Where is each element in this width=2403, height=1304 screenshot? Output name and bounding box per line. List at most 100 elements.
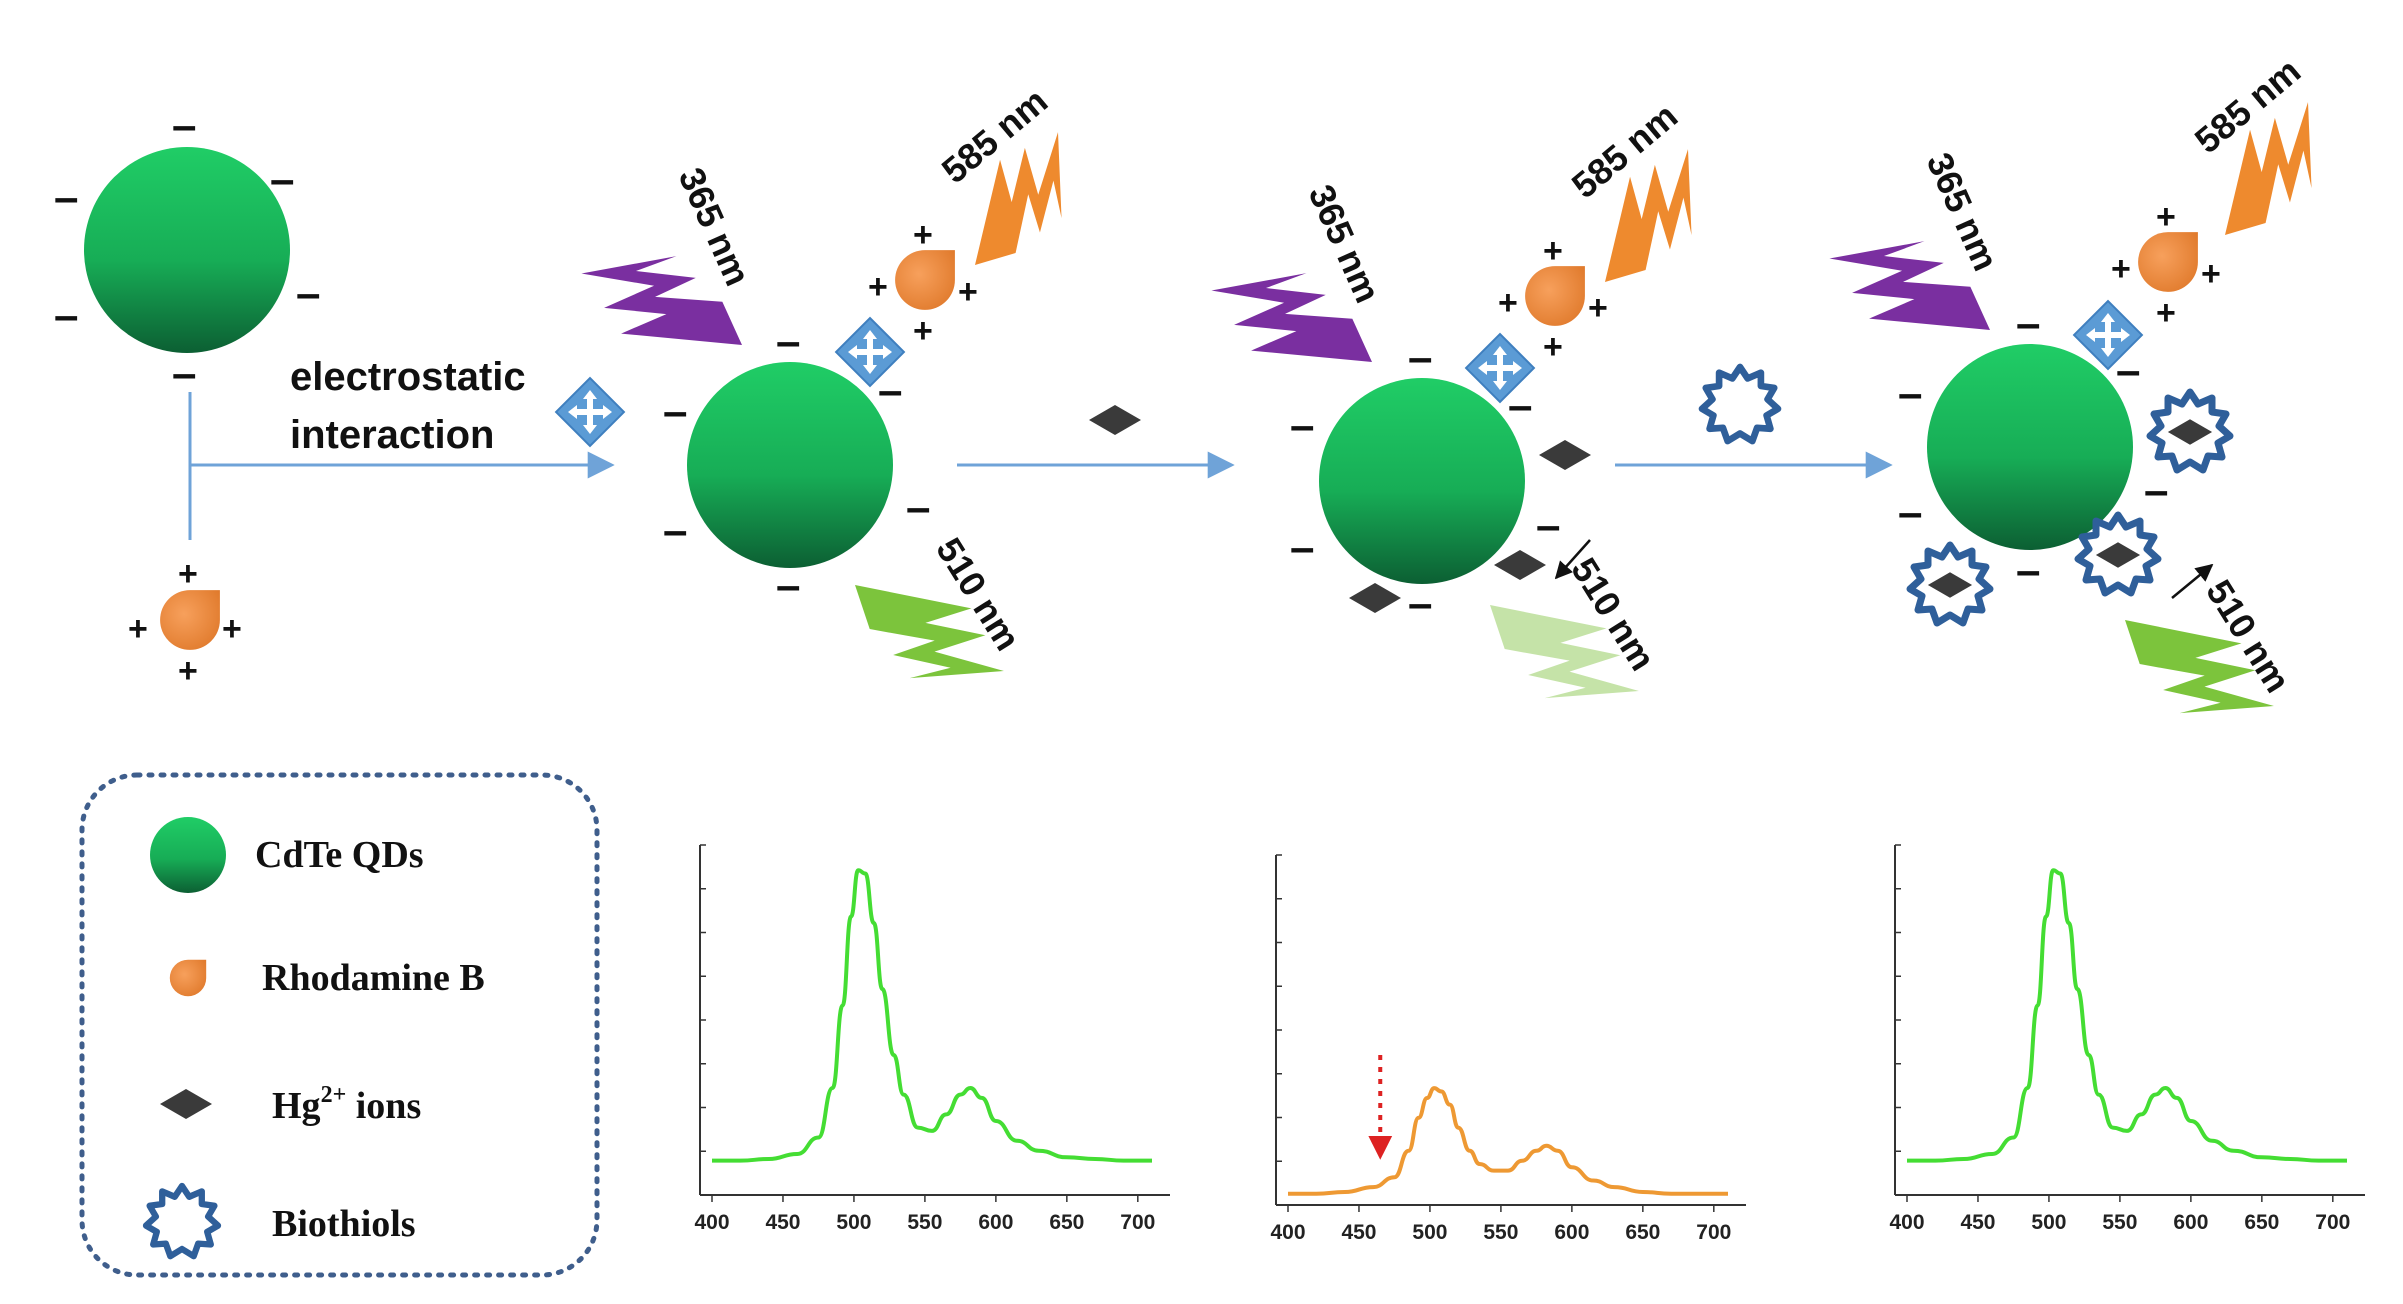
positive-charge: + (1543, 232, 1563, 270)
positive-charge: + (1543, 328, 1563, 366)
x-tick-label: 600 (2173, 1211, 2208, 1234)
negative-charge: – (2016, 546, 2040, 595)
spectrum-line (1906, 868, 2347, 1163)
positive-charge: + (1498, 284, 1518, 322)
interaction-label: interaction (290, 413, 494, 457)
positive-charge: + (913, 312, 933, 350)
positive-charge: + (1588, 289, 1608, 327)
decrease-indicator-arrow (1554, 539, 1591, 580)
negative-charge: – (776, 317, 800, 366)
positive-charge: + (868, 268, 888, 306)
legend-label: Rhodamine B (262, 957, 485, 999)
negative-charge: – (906, 483, 930, 532)
negative-charge: – (54, 173, 78, 222)
negative-charge: – (1290, 523, 1314, 572)
positive-charge: + (178, 652, 198, 690)
x-tick-label: 400 (694, 1211, 729, 1234)
x-tick-label: 650 (1625, 1221, 1660, 1244)
spectrum-chart-restored: 400 450 500 550 600 650 700 (1889, 844, 2365, 1234)
biothiol-icon (1702, 367, 1778, 441)
rhodamine-drop (895, 250, 955, 310)
x-tick-label: 650 (2244, 1211, 2279, 1234)
legend-item-biothiols: Biothiols (146, 1186, 416, 1256)
negative-charge: – (1408, 333, 1432, 382)
x-tick-label: 700 (1696, 1221, 1731, 1244)
x-tick-label: 600 (1554, 1221, 1589, 1244)
positive-charge: + (958, 273, 978, 311)
hg-ion-icon (1349, 583, 1401, 613)
qd-sphere (687, 362, 893, 568)
negative-charge: – (296, 269, 320, 318)
increase-indicator-arrow (2171, 563, 2214, 599)
wave-365-label: 365 nm (1919, 147, 2007, 277)
dark-diamond-icon (160, 1089, 212, 1119)
panel-3: 365 nm 585 nm 510 nm – – – – – – + + + + (1195, 95, 1893, 741)
legend-item-hg: Hg2+ ions (160, 1082, 421, 1127)
x-tick-label: 700 (2315, 1211, 2350, 1234)
x-tick-label: 600 (978, 1211, 1013, 1234)
negative-charge: – (1898, 369, 1922, 418)
qd-sphere (1927, 344, 2133, 550)
x-tick-label: 400 (1889, 1211, 1924, 1234)
qd-sphere (1319, 378, 1525, 584)
panel-1: – – – – – – + + + + electrostatic intera… (54, 101, 625, 690)
x-tick-label: 550 (907, 1211, 942, 1234)
negative-charge: – (1408, 579, 1432, 628)
green-sphere-icon (150, 817, 226, 893)
negative-charge: – (1536, 501, 1560, 550)
wave-585-label: 585 nm (934, 80, 1055, 191)
negative-charge: – (2016, 299, 2040, 348)
spectrum-chart-initial: 400 450 500 550 600 650 700 (694, 844, 1170, 1234)
legend-label: CdTe QDs (255, 834, 424, 876)
spectrum-line (711, 868, 1152, 1163)
negative-charge: – (2144, 466, 2168, 515)
negative-charge: – (172, 349, 196, 398)
electrostatic-label: electrostatic (290, 355, 526, 399)
legend-border (79, 772, 600, 1278)
orange-drop-icon (169, 959, 207, 997)
biothiol-hg-complex (1910, 545, 1990, 623)
positive-charge: + (913, 216, 933, 254)
positive-charge: + (2156, 294, 2176, 332)
x-tick-label: 500 (836, 1211, 871, 1234)
x-tick-label: 500 (2031, 1211, 2066, 1234)
negative-charge: – (663, 387, 687, 436)
panel-2: 365 nm 585 nm 510 nm – – – – – – + + + + (565, 80, 1235, 721)
biothiol-hg-complex (2150, 392, 2230, 470)
legend: CdTe QDs Rhodamine B Hg2+ ions Biothiols (79, 772, 600, 1278)
wave-365-label: 365 nm (1301, 179, 1389, 309)
x-tick-label: 450 (1341, 1221, 1376, 1244)
x-tick-label: 650 (1049, 1211, 1084, 1234)
rhodamine-drop (1525, 266, 1585, 326)
spectrum-line (1288, 1086, 1728, 1196)
positive-charge: + (222, 610, 242, 648)
x-tick-label: 400 (1270, 1221, 1305, 1244)
x-tick-label: 550 (1483, 1221, 1518, 1244)
negative-charge: – (1290, 401, 1314, 450)
rhodamine-drop (2138, 232, 2198, 292)
legend-item-rhodamine: Rhodamine B (169, 957, 485, 999)
hg-ion-icon (1494, 550, 1546, 580)
linker-molecule (555, 377, 625, 447)
negative-charge: – (172, 101, 196, 150)
negative-charge: – (776, 561, 800, 610)
wave-585-label: 585 nm (1564, 95, 1685, 206)
legend-label: Biothiols (272, 1203, 416, 1245)
hg-ion-icon (1089, 405, 1141, 435)
biothiol-star-icon (146, 1186, 218, 1256)
hg-ion-icon (1539, 440, 1591, 470)
positive-charge: + (178, 555, 198, 593)
positive-charge: + (2111, 250, 2131, 288)
spectrum-chart-quenched: 400 450 500 550 600 650 700 (1270, 854, 1746, 1244)
x-tick-label: 550 (2102, 1211, 2137, 1234)
negative-charge: – (1898, 488, 1922, 537)
negative-charge: – (270, 155, 294, 204)
legend-label: Hg2+ ions (272, 1082, 421, 1127)
positive-charge: + (2156, 198, 2176, 236)
x-tick-label: 450 (1960, 1211, 1995, 1234)
positive-charge: + (2201, 255, 2221, 293)
positive-charge: + (128, 610, 148, 648)
x-tick-label: 700 (1120, 1211, 1155, 1234)
x-tick-label: 450 (765, 1211, 800, 1234)
